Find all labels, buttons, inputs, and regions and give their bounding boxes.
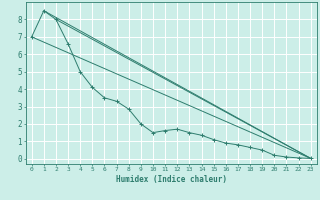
- X-axis label: Humidex (Indice chaleur): Humidex (Indice chaleur): [116, 175, 227, 184]
